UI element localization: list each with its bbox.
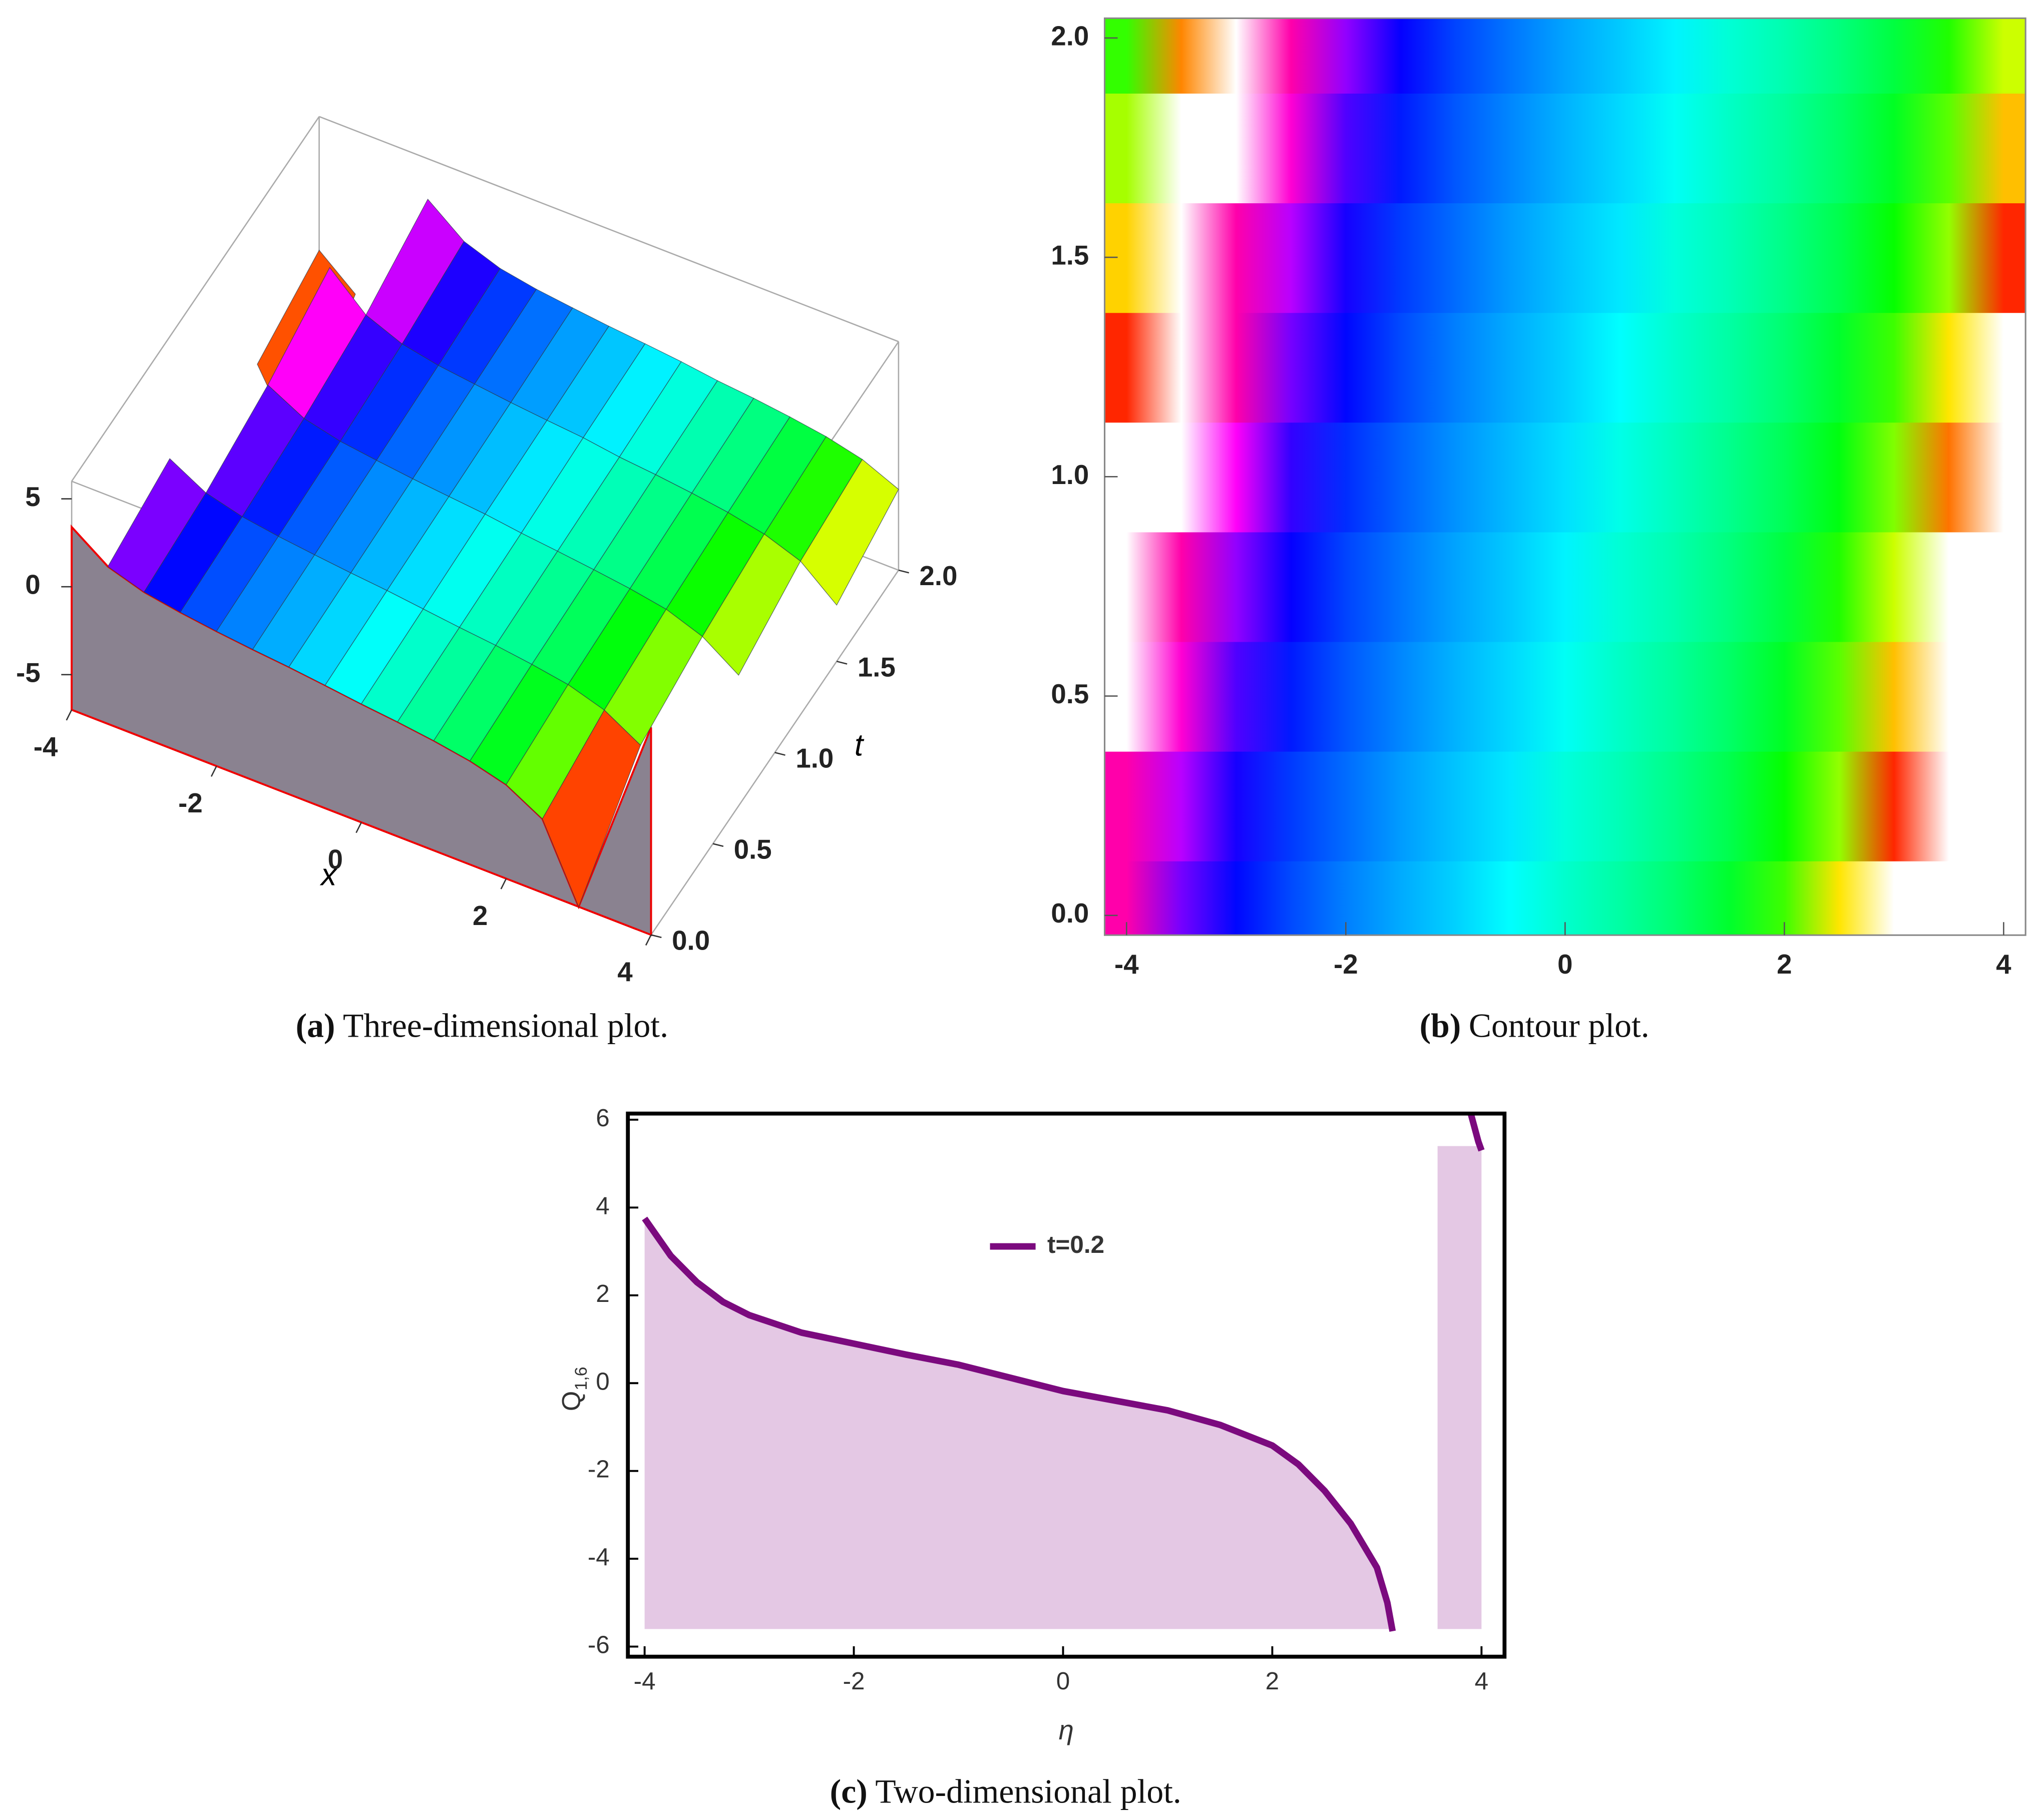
box-edge xyxy=(319,116,899,342)
x-axis-label: x xyxy=(319,857,338,892)
contour-band xyxy=(1104,751,2026,861)
surface-patch xyxy=(702,534,801,676)
x-tick-label: -4 xyxy=(634,1667,656,1695)
caption-tag: (a) xyxy=(296,1007,335,1044)
x-tick-label: 2 xyxy=(1266,1667,1280,1695)
y-tick-label: 1.0 xyxy=(795,743,834,773)
y-tick xyxy=(651,934,662,939)
y-tick xyxy=(712,843,724,847)
y-tick-label: 0.5 xyxy=(1051,679,1089,709)
x-tick-label: 0 xyxy=(328,844,343,874)
x-tick-label: 2 xyxy=(1777,949,1792,980)
y-tick-label: 2 xyxy=(596,1280,610,1307)
surface-patch xyxy=(542,709,641,908)
caption: (a) Three-dimensional plot. xyxy=(296,1007,668,1044)
x-tick-label: 4 xyxy=(617,957,633,987)
x-axis-label: η xyxy=(1059,1715,1074,1745)
y-tick-label: 1.0 xyxy=(1051,460,1089,490)
x-tick-label: 2 xyxy=(473,900,488,931)
y-tick-label: 0.0 xyxy=(1051,898,1089,929)
caption-text: Contour plot. xyxy=(1469,1007,1650,1044)
x-tick xyxy=(210,765,217,777)
contour-band xyxy=(1104,202,2026,313)
y-tick-label: 0.5 xyxy=(734,834,772,865)
y-axis-label-sub: 1,6 xyxy=(572,1367,591,1391)
y-tick-label: -2 xyxy=(588,1456,610,1483)
y-tick-label: 2.0 xyxy=(1051,21,1089,51)
contour-band xyxy=(1104,421,2026,533)
box-edge xyxy=(71,116,320,482)
area-fill xyxy=(1437,1146,1482,1629)
z-tick-label: 5 xyxy=(25,482,40,512)
x-tick-label: 4 xyxy=(1475,1667,1489,1695)
caption: (c) Two-dimensional plot. xyxy=(830,1772,1181,1810)
y-axis-label: Q1,6 xyxy=(557,1367,591,1412)
x-tick xyxy=(645,935,652,946)
x-tick xyxy=(66,709,73,721)
contour-band xyxy=(1104,93,2026,204)
surface-patch xyxy=(800,459,899,606)
y-tick-label: -6 xyxy=(588,1631,610,1659)
caption-text: Two-dimensional plot. xyxy=(875,1772,1181,1810)
x-tick-label: 0 xyxy=(1557,949,1572,980)
x-tick-label: 0 xyxy=(1056,1667,1070,1695)
x-tick-label: -2 xyxy=(843,1667,865,1695)
y-tick xyxy=(898,569,910,574)
y-tick xyxy=(836,661,848,665)
y-axis-label-main: Q xyxy=(557,1391,586,1411)
x-tick-label: -4 xyxy=(34,732,58,762)
y-tick-label: 1.5 xyxy=(1051,240,1089,271)
legend-label: t=0.2 xyxy=(1047,1231,1104,1258)
y-tick-label: 0.0 xyxy=(672,926,710,956)
contour-band xyxy=(1104,641,2026,752)
caption-text: Three-dimensional plot. xyxy=(343,1007,668,1044)
x-tick-label: -2 xyxy=(1334,949,1358,980)
y-tick-label: 6 xyxy=(596,1104,610,1132)
area-fill xyxy=(644,1218,1393,1629)
y-tick xyxy=(774,752,785,756)
z-tick-label: -5 xyxy=(16,657,41,688)
x-tick-label: 4 xyxy=(1996,949,2011,980)
y-tick-label: 4 xyxy=(596,1192,610,1219)
y-tick-label: 0 xyxy=(596,1368,610,1395)
z-tick-label: 0 xyxy=(25,570,40,600)
caption: (b) Contour plot. xyxy=(1420,1007,1650,1044)
y-tick-label: 1.5 xyxy=(858,652,896,682)
y-axis-label: t xyxy=(855,728,865,763)
caption-tag: (b) xyxy=(1420,1007,1461,1044)
line xyxy=(642,1113,1485,1632)
x-tick-label: -4 xyxy=(1114,949,1139,980)
contour-band xyxy=(1104,312,2026,423)
y-tick-label: -4 xyxy=(588,1543,610,1571)
contour-band xyxy=(1104,531,2026,642)
x-tick-label: -2 xyxy=(178,788,203,818)
x-tick xyxy=(500,878,507,889)
frame xyxy=(626,1111,1507,1659)
x-tick xyxy=(355,822,362,833)
y-tick-label: 2.0 xyxy=(920,561,958,591)
caption-tag: (c) xyxy=(830,1772,868,1810)
contour-band xyxy=(1104,18,2026,94)
